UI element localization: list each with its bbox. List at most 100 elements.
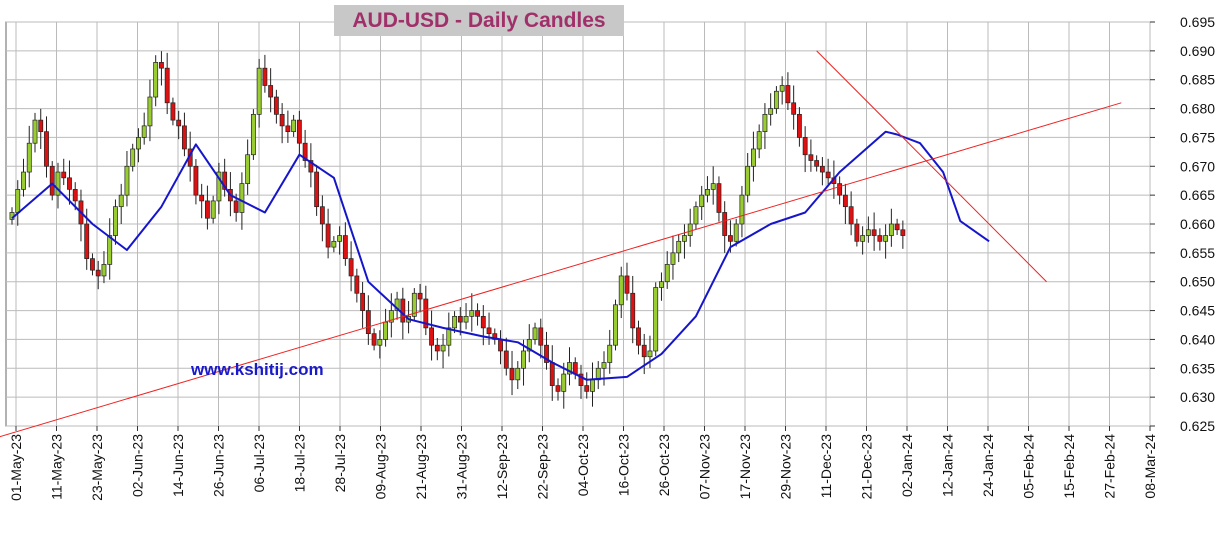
candle-up — [147, 96, 153, 127]
y-tick-label: 0.680 — [1180, 101, 1215, 117]
x-tick-label: 24-Jan-24 — [980, 434, 996, 497]
candle-down — [578, 373, 584, 386]
candle-up — [659, 281, 664, 288]
candle-down — [894, 223, 900, 231]
candle-up — [670, 252, 676, 265]
watermark-link[interactable]: www.kshitij.com — [191, 360, 324, 379]
candle-up — [15, 189, 21, 213]
candle-down — [877, 235, 883, 242]
candle-down — [365, 310, 371, 335]
x-tick-label: 21-Dec-23 — [859, 434, 875, 500]
candle-down — [549, 362, 555, 386]
candle-up — [32, 119, 38, 144]
candle-down — [38, 119, 44, 133]
candle-up — [693, 206, 699, 225]
candle-up — [250, 113, 256, 156]
candle-down — [314, 171, 320, 208]
chart-title: AUD-USD - Daily Candles — [334, 5, 624, 36]
candle-down — [95, 269, 101, 277]
y-tick-label: 0.630 — [1180, 389, 1215, 405]
candle-down — [233, 200, 239, 213]
y-tick-label: 0.640 — [1180, 331, 1215, 347]
candle-up — [653, 287, 659, 352]
candle-down — [584, 385, 590, 392]
candle-down — [262, 67, 268, 86]
x-tick-label: 08-Mar-24 — [1142, 434, 1158, 499]
candle-down — [509, 367, 515, 381]
candle-up — [216, 171, 222, 202]
trendline — [816, 50, 1047, 283]
candle-down — [296, 119, 302, 144]
candle-up — [756, 131, 762, 150]
candle-down — [825, 171, 831, 179]
candle-down — [319, 206, 325, 225]
candle-down — [538, 327, 544, 346]
candle-up — [101, 264, 107, 277]
y-tick-label: 0.645 — [1180, 303, 1215, 319]
y-tick-label: 0.635 — [1180, 360, 1215, 376]
candle-up — [773, 90, 779, 109]
y-tick-label: 0.650 — [1180, 274, 1215, 290]
candle-up — [601, 362, 607, 369]
x-tick-label: 26-Oct-23 — [656, 434, 672, 496]
candle-up — [561, 373, 567, 392]
candle-down — [630, 292, 636, 329]
candle-down — [67, 177, 72, 190]
candle-up — [331, 240, 337, 248]
x-tick-label: 06-Jul-23 — [251, 434, 267, 493]
candle-down — [871, 229, 877, 236]
y-tick-label: 0.685 — [1180, 72, 1215, 88]
candle-down — [636, 327, 641, 346]
candle-up — [388, 310, 394, 323]
candle-down — [273, 96, 279, 115]
candle-down — [728, 235, 733, 242]
candle-up — [107, 235, 113, 265]
grid — [5, 21, 1151, 427]
candle-down — [199, 194, 205, 202]
candle-down — [802, 137, 808, 156]
candle-down — [503, 350, 509, 369]
candle-up — [124, 165, 130, 196]
candle-up — [567, 362, 572, 375]
candle-up — [739, 194, 745, 225]
candle-down — [808, 154, 814, 161]
candle-down — [624, 275, 630, 294]
candle-down — [325, 223, 331, 248]
moving-average-line — [11, 130, 990, 381]
candle-down — [72, 189, 78, 202]
candle-down — [555, 385, 561, 392]
candle-down — [348, 258, 354, 277]
candle-up — [394, 298, 400, 311]
candle-down — [854, 223, 860, 242]
candle-up — [699, 194, 705, 208]
candle-up — [245, 154, 251, 184]
candle-up — [21, 171, 26, 190]
x-tick-label: 16-Oct-23 — [616, 434, 632, 496]
candle-down — [842, 194, 848, 208]
x-tick-label: 18-Jul-23 — [292, 434, 308, 493]
y-tick-label: 0.655 — [1180, 245, 1215, 261]
candle-down — [480, 315, 486, 329]
candle-up — [141, 125, 147, 138]
y-tick-label: 0.665 — [1180, 187, 1215, 203]
candle-up — [113, 206, 118, 236]
candle-up — [888, 223, 894, 236]
y-tick-label: 0.670 — [1180, 158, 1215, 174]
axes: 0.625 0.630 0.635 0.640 0.645 0.650 0.655 0.660… — [8, 14, 1215, 501]
candle-down — [182, 125, 187, 150]
candle-down — [176, 119, 182, 127]
x-tick-label: 02-Jan-24 — [899, 434, 915, 497]
x-tick-label: 05-Feb-24 — [1021, 434, 1037, 499]
candle-up — [590, 379, 595, 392]
candle-down — [308, 160, 314, 173]
candle-down — [44, 131, 49, 167]
candle-up — [751, 148, 756, 167]
candle-down — [159, 62, 164, 69]
candle-down — [457, 315, 463, 323]
candles — [9, 51, 906, 409]
x-tick-label: 15-Feb-24 — [1061, 434, 1077, 499]
candle-down — [49, 165, 55, 196]
candle-up — [239, 183, 245, 213]
x-tick-label: 11-May-23 — [49, 434, 65, 500]
candle-up — [883, 235, 889, 242]
